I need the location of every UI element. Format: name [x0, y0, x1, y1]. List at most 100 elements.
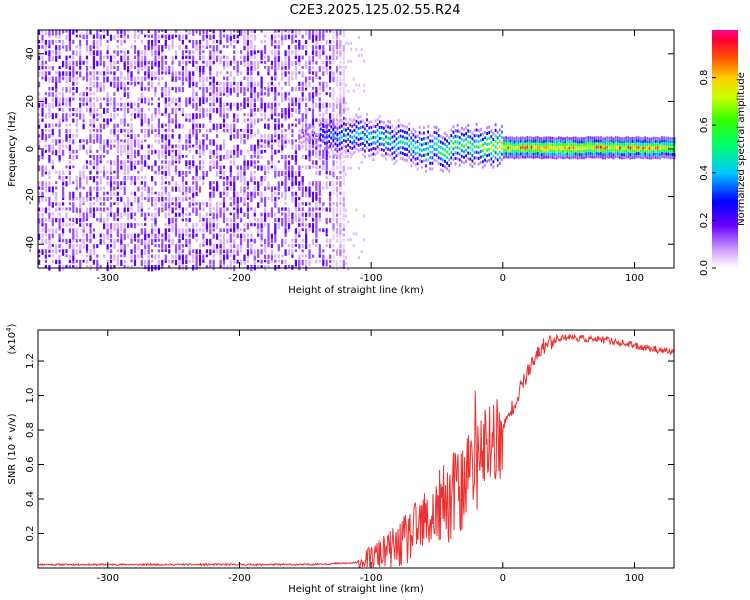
heatmap-cell: [339, 149, 342, 156]
heatmap-cell: [342, 71, 345, 76]
heatmap-cell: [113, 60, 116, 65]
heatmap-cell: [82, 144, 85, 150]
heatmap-cell: [329, 144, 332, 148]
heatmap-cell: [174, 207, 178, 211]
heatmap-cell: [397, 130, 400, 134]
snr-series-line: [37, 333, 675, 568]
heatmap-cell: [109, 113, 113, 117]
heatmap-cell: [606, 152, 609, 155]
heatmap-cell: [157, 128, 160, 135]
heatmap-cell: [646, 149, 649, 153]
heatmap-cell: [147, 259, 150, 266]
heatmap-cell: [123, 123, 126, 127]
heatmap-cell: [600, 142, 602, 146]
heatmap-cell: [511, 139, 514, 143]
heatmap-cell: [513, 156, 516, 160]
heatmap-cell: [625, 152, 628, 156]
heatmap-cell: [329, 76, 332, 83]
heatmap-cell: [202, 66, 205, 73]
heatmap-cell: [113, 181, 116, 185]
heatmap-cell: [562, 140, 564, 144]
heatmap-cell: [103, 207, 106, 212]
heatmap-cell: [192, 134, 195, 137]
heatmap-cell: [581, 146, 583, 150]
colorbar-label: Normalized spectral amplitude: [736, 72, 747, 226]
heatmap-cell: [96, 60, 99, 67]
heatmap-cell: [243, 165, 246, 172]
heatmap-cell: [448, 141, 451, 145]
heatmap-cell: [522, 152, 524, 156]
heatmap-cell: [137, 144, 140, 149]
heatmap-cell: [161, 244, 164, 249]
heatmap-cell: [168, 233, 171, 240]
heatmap-cell: [157, 45, 160, 52]
heatmap-cell: [435, 142, 438, 146]
heatmap-cell: [332, 133, 335, 137]
heatmap-cell: [291, 217, 294, 225]
heatmap-cell: [41, 181, 44, 187]
heatmap-cell: [311, 87, 315, 90]
heatmap-cell: [51, 29, 54, 36]
heatmap-cell: [496, 136, 499, 140]
heatmap-cell: [318, 66, 321, 72]
heatmap-cell: [446, 150, 448, 154]
heatmap-cell: [287, 155, 291, 158]
heatmap-cell: [55, 76, 58, 83]
heatmap-cell: [161, 249, 164, 252]
heatmap-cell: [389, 131, 392, 135]
heatmap-cell: [171, 60, 174, 65]
heatmap-cell: [120, 144, 123, 150]
heatmap-cell: [82, 102, 85, 106]
heatmap-cell: [498, 134, 501, 137]
heatmap-cell: [106, 160, 109, 164]
heatmap-cell: [246, 265, 249, 270]
heatmap-cell: [174, 50, 178, 55]
heatmap-cell: [154, 254, 157, 260]
heatmap-cell: [130, 181, 133, 186]
heatmap-cell: [72, 87, 75, 90]
heatmap-cell: [109, 55, 113, 62]
heatmap-cell: [270, 60, 273, 66]
heatmap-cell: [219, 97, 222, 104]
heatmap-cell: [44, 259, 47, 263]
heatmap-cell: [195, 207, 198, 214]
heatmap-cell: [376, 123, 379, 127]
heatmap-cell: [51, 160, 54, 165]
heatmap-cell: [308, 212, 311, 217]
heatmap-cell: [72, 244, 75, 250]
heatmap-cell: [96, 259, 99, 267]
heatmap-cell: [642, 146, 644, 150]
heatmap-cell: [637, 145, 640, 149]
heatmap-cell: [335, 50, 339, 55]
heatmap-cell: [298, 202, 301, 207]
heatmap-cell: [212, 186, 215, 192]
heatmap-cell: [325, 238, 328, 243]
heatmap-cell: [277, 45, 280, 50]
heatmap-cell: [174, 87, 178, 93]
heatmap-cell: [305, 139, 308, 145]
heatmap-cell: [151, 149, 154, 155]
heatmap-cell: [308, 34, 311, 40]
heatmap-cell: [75, 128, 78, 133]
heatmap-cell: [260, 238, 263, 243]
heatmap-cell: [644, 145, 646, 149]
heatmap-cell: [236, 149, 239, 155]
heatmap-cell: [267, 186, 270, 190]
heatmap-cell: [38, 139, 41, 144]
heatmap-cell: [332, 176, 335, 179]
heatmap-cell: [353, 123, 356, 127]
heatmap-cell: [222, 45, 226, 48]
heatmap-cell: [92, 76, 95, 81]
heatmap-cell: [621, 153, 623, 157]
heatmap-cell: [75, 118, 78, 124]
heatmap-cell: [212, 123, 215, 130]
heatmap-cell: [55, 191, 58, 197]
heatmap-cell: [233, 191, 236, 198]
heatmap-cell: [96, 217, 99, 222]
heatmap-cell: [113, 244, 116, 249]
heatmap-cell: [513, 146, 516, 150]
heatmap-cell: [48, 254, 51, 258]
heatmap-cell: [360, 47, 363, 51]
heatmap-cell: [79, 202, 82, 209]
heatmap-cell: [233, 45, 236, 49]
